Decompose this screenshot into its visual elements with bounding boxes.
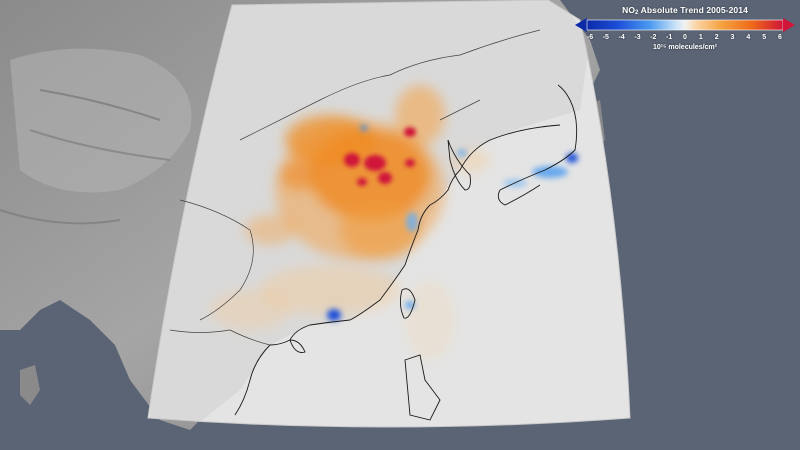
data-region xyxy=(148,0,630,427)
colorbar-high-arrow xyxy=(783,18,795,32)
legend-tick-label: -4 xyxy=(618,34,625,41)
legend-tick-label: -2 xyxy=(650,34,657,41)
legend-tick-label: 3 xyxy=(730,34,735,41)
legend-tick-label: 6 xyxy=(778,34,782,41)
legend-tick-label: 2 xyxy=(714,34,719,41)
coastlines xyxy=(234,84,578,421)
legend-tick-label: 4 xyxy=(746,34,751,41)
legend-title: NO2 Absolute Trend 2005-2014 xyxy=(622,5,748,16)
legend: NO2 Absolute Trend 2005-2014 -6 -5 -4 -3 -2-… xyxy=(572,3,798,53)
legend-tick-label: 1 xyxy=(698,34,703,41)
legend-ticks: -6 -5 -4 -3 -2 -1 0 1 2 3 4 5 6 xyxy=(572,34,798,44)
legend-tick-label: -6 xyxy=(586,34,594,41)
colorbar-low-arrow xyxy=(575,18,587,32)
legend-tick-label: 5 xyxy=(762,34,767,41)
legend-units: 10¹⁵ molecules/cm² xyxy=(653,44,717,51)
legend-tick-label: -5 xyxy=(602,34,609,41)
decrease-spots xyxy=(327,125,578,321)
colorbar-gradient xyxy=(586,19,784,31)
legend-colorbar xyxy=(575,18,795,32)
strong-increase-hotspots xyxy=(344,127,416,186)
legend-tick-label: -1 xyxy=(666,34,673,41)
borders xyxy=(169,29,541,346)
data-region-outline xyxy=(147,0,631,428)
legend-tick-label: 0 xyxy=(683,34,687,41)
legend-tick-label: -3 xyxy=(634,34,641,41)
